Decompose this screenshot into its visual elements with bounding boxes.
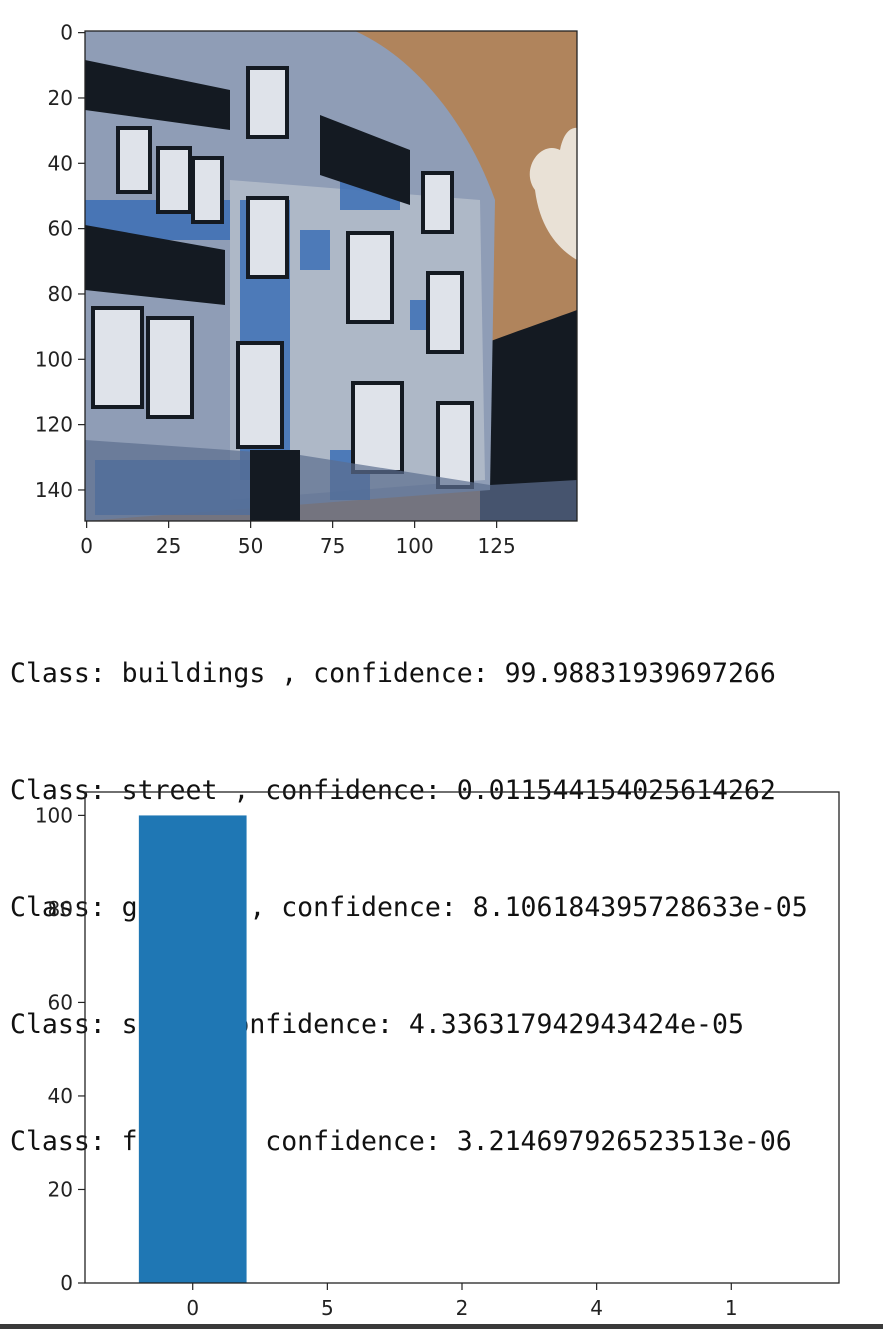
y-tick-label: 20 (48, 1177, 73, 1201)
image-x-axis: 0 25 50 75 100 125 (80, 521, 516, 558)
x-tick-label: 100 (396, 534, 434, 558)
output-line-street: Class: street , confidence: 0.0115441540… (10, 775, 776, 806)
x-tick-label: 5 (321, 1296, 334, 1320)
window (250, 200, 285, 275)
window (160, 150, 188, 210)
y-tick-label: 60 (48, 217, 73, 241)
doorway (250, 450, 300, 521)
window (355, 385, 400, 470)
bay-window (320, 115, 410, 205)
x-tick-label: 0 (80, 534, 93, 558)
output-line-buildings: Class: buildings , confidence: 99.988319… (10, 658, 776, 689)
image-axes-frame (84, 30, 578, 522)
window (350, 235, 390, 320)
window (430, 275, 460, 350)
window (240, 345, 280, 445)
x-tick-label: 125 (478, 534, 516, 558)
bar-0 (138, 815, 247, 1283)
chart-x-axis: 0 5 2 4 1 (186, 1283, 738, 1320)
x-tick-label: 25 (156, 534, 181, 558)
bar-chart: 0 20 40 60 80 100 0 5 2 4 1 (35, 791, 840, 1320)
image-figure: 0 20 40 60 80 100 120 140 0 25 50 75 100 125 (35, 21, 578, 558)
x-tick-label: 50 (238, 534, 263, 558)
window (425, 175, 450, 230)
y-tick-label: 40 (48, 151, 73, 175)
image-y-axis: 0 20 40 60 80 100 120 140 (35, 21, 85, 502)
y-tick-label: 20 (48, 86, 73, 110)
cloud-shape (529, 127, 577, 260)
y-tick-label: 100 (35, 803, 73, 827)
y-tick-label: 80 (48, 897, 73, 921)
balcony (85, 225, 225, 305)
y-tick-label: 140 (35, 478, 73, 502)
building-image (85, 31, 577, 521)
x-tick-label: 75 (320, 534, 345, 558)
y-tick-label: 100 (35, 347, 73, 371)
x-tick-label: 4 (590, 1296, 603, 1320)
upper-balcony (85, 60, 230, 130)
window (120, 130, 148, 190)
window (95, 310, 140, 405)
bar-series (138, 815, 651, 1283)
y-tick-label: 0 (60, 1271, 73, 1295)
dark-hill (480, 310, 577, 521)
x-tick-label: 2 (456, 1296, 469, 1320)
facade-stone (230, 180, 485, 500)
window (150, 320, 190, 415)
y-tick-label: 60 (48, 990, 73, 1014)
y-tick-label: 40 (48, 1084, 73, 1108)
y-tick-label: 0 (60, 21, 73, 45)
ground-shadow (85, 440, 577, 521)
window (250, 70, 285, 135)
x-tick-label: 0 (186, 1296, 199, 1320)
y-tick-label: 120 (35, 413, 73, 437)
window (195, 160, 220, 220)
x-tick-label: 1 (725, 1296, 738, 1320)
chart-y-axis: 0 20 40 60 80 100 (35, 803, 85, 1295)
facade-accent (300, 230, 330, 270)
divider-bar (0, 1324, 883, 1329)
y-tick-label: 80 (48, 282, 73, 306)
window (440, 405, 470, 485)
